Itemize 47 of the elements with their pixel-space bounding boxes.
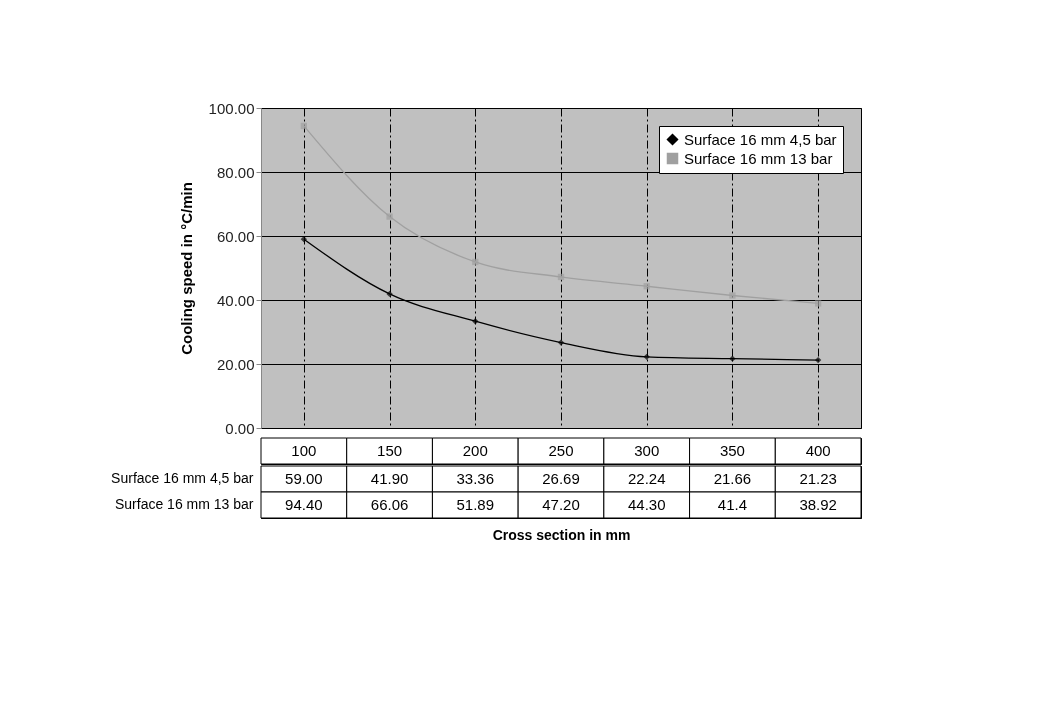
data-label: 51.89 bbox=[456, 496, 495, 513]
data-label: 44.30 bbox=[627, 496, 666, 513]
legend-label: Surface 16 mm 13 bar bbox=[684, 149, 833, 167]
data-label: 47.20 bbox=[542, 496, 580, 513]
point bbox=[472, 318, 479, 325]
x-axis-title: Cross section in mm bbox=[492, 526, 631, 543]
data-label: 21.23 bbox=[799, 470, 837, 487]
text: Surface 16 mm 13 bar bbox=[114, 496, 254, 512]
point bbox=[557, 339, 565, 346]
point bbox=[814, 356, 822, 364]
x-tick-label: 350 bbox=[719, 442, 745, 459]
data-label: 22.24 bbox=[627, 470, 666, 487]
data-label: 41.90 bbox=[370, 470, 409, 487]
y-tick-label: 60.00 bbox=[216, 227, 255, 245]
y-tick-label: 40.00 bbox=[216, 291, 255, 309]
y-tick-label: 20.00 bbox=[216, 355, 255, 373]
point bbox=[557, 273, 565, 281]
data-label: 26.69 bbox=[542, 470, 580, 487]
point bbox=[300, 236, 308, 243]
data-label: 41.4 bbox=[717, 496, 748, 513]
point bbox=[472, 258, 479, 266]
text: Surface 16 mm 4,5 bar bbox=[111, 470, 254, 486]
x-tick-label: 250 bbox=[548, 442, 574, 459]
y-tick-label: 100.00 bbox=[208, 99, 255, 117]
data-label: 94.40 bbox=[285, 496, 323, 513]
data-label: 38.92 bbox=[799, 496, 837, 513]
data-label: 66.06 bbox=[370, 496, 409, 513]
data-label: 59.00 bbox=[285, 470, 323, 487]
point bbox=[729, 355, 736, 362]
legend-label: Surface 16 mm 4,5 bar bbox=[684, 130, 837, 148]
x-tick-label: 150 bbox=[377, 442, 403, 459]
y-tick-label: 0.00 bbox=[225, 419, 255, 437]
x-tick-label: 200 bbox=[462, 442, 488, 459]
data-label: 33.36 bbox=[456, 470, 495, 487]
point bbox=[814, 300, 822, 307]
x-tick-label: 100 bbox=[291, 442, 317, 459]
y-axis-title: Cooling speed in °C/min bbox=[177, 182, 195, 355]
point bbox=[643, 283, 650, 290]
point bbox=[729, 292, 736, 299]
point bbox=[643, 353, 650, 360]
y-tick-label: 80.00 bbox=[216, 163, 255, 181]
data-label: 21.66 bbox=[713, 470, 752, 487]
point bbox=[386, 290, 393, 298]
point bbox=[300, 122, 308, 130]
x-tick-label: 400 bbox=[805, 442, 831, 459]
x-tick-label: 300 bbox=[634, 442, 660, 459]
point bbox=[386, 213, 393, 220]
